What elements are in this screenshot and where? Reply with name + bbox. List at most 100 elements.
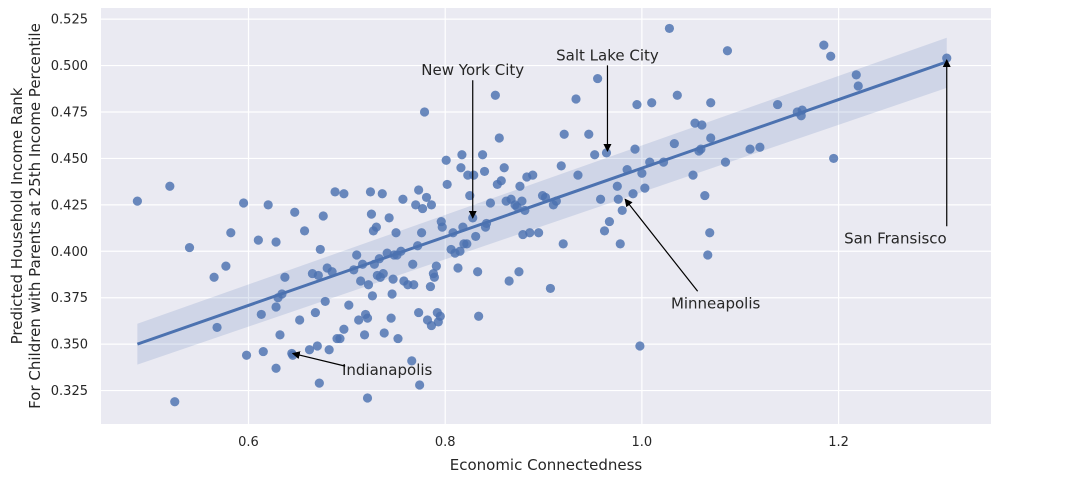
confidence-band-group [137, 37, 947, 365]
data-point [490, 90, 500, 100]
data-point [391, 228, 401, 238]
data-point [628, 189, 638, 199]
data-point [474, 311, 484, 321]
data-point [339, 189, 349, 199]
data-point [705, 228, 715, 238]
data-point [408, 259, 418, 269]
data-point [612, 181, 622, 191]
data-point [263, 200, 273, 210]
y-axis-label-line-2: For Children with Parents at 25th Income… [26, 23, 44, 409]
data-point [271, 302, 281, 312]
y-tick-label: 0.375 [51, 291, 88, 306]
data-point [829, 153, 839, 164]
data-point [819, 40, 829, 50]
data-point [494, 133, 504, 143]
data-point [362, 313, 373, 323]
data-point [593, 73, 603, 84]
data-point [241, 350, 252, 360]
data-point [517, 196, 527, 206]
data-point [335, 333, 345, 344]
data-point [411, 200, 421, 210]
data-point [442, 179, 452, 190]
y-tick-label: 0.400 [51, 245, 88, 260]
data-point [170, 397, 180, 407]
annotation-label: Minneapolis [671, 294, 761, 312]
data-point [571, 94, 581, 104]
y-tick-labels: 0.325 0.350 0.375 0.400 0.425 0.450 0.475 0.500… [51, 13, 88, 399]
data-point [320, 296, 330, 307]
data-point [299, 226, 310, 236]
data-point [359, 330, 370, 340]
data-point [615, 239, 625, 249]
data-point [469, 170, 479, 180]
data-point [379, 328, 389, 338]
data-point [499, 163, 509, 173]
data-point [271, 363, 281, 373]
y-tick-label: 0.475 [51, 106, 88, 121]
data-point [706, 133, 716, 143]
x-tick-label: 1.0 [632, 435, 653, 450]
x-tick-label: 0.8 [435, 435, 456, 450]
data-point [545, 283, 556, 294]
data-point [617, 205, 627, 216]
data-point [514, 267, 524, 277]
data-point [672, 90, 682, 100]
data-point [275, 330, 285, 340]
data-point [595, 194, 606, 204]
data-point [419, 107, 430, 117]
annotation-label: New York City [421, 61, 524, 79]
data-point [209, 272, 219, 282]
data-point [479, 166, 490, 177]
data-point [414, 185, 424, 195]
data-point [669, 138, 679, 149]
data-point [435, 311, 445, 321]
data-point [462, 239, 472, 249]
regression-line [136, 60, 948, 346]
annotations-group: New York City Salt Lake City San Fransisco… [291, 46, 951, 379]
data-point [635, 341, 645, 351]
data-point [165, 181, 175, 191]
y-tick-label: 0.450 [51, 152, 88, 167]
y-tick-label: 0.525 [51, 13, 88, 28]
data-point [455, 246, 465, 256]
data-point [457, 150, 467, 160]
data-point [280, 272, 290, 282]
data-point [415, 380, 425, 390]
data-point [238, 198, 249, 208]
data-point [388, 274, 398, 284]
data-point [226, 228, 236, 238]
data-point [720, 157, 731, 167]
data-point [356, 276, 366, 286]
data-point [477, 150, 488, 160]
data-point [416, 228, 427, 238]
data-point [584, 129, 594, 139]
data-point [330, 187, 340, 197]
data-point [425, 281, 436, 292]
data-point [755, 142, 765, 152]
data-point [288, 350, 298, 360]
data-point [339, 324, 349, 334]
data-point [745, 144, 755, 154]
data-point [271, 237, 281, 247]
grid-lines [101, 8, 991, 424]
data-point [324, 345, 334, 355]
data-point [393, 333, 403, 344]
data-point [613, 194, 623, 204]
data-point [344, 300, 354, 310]
data-point [688, 170, 698, 180]
data-point [647, 98, 657, 108]
data-point [851, 70, 861, 80]
data-point [362, 393, 373, 403]
y-tick-label: 0.350 [51, 338, 88, 353]
data-point [221, 261, 231, 271]
data-point [304, 345, 315, 355]
y-tick-label: 0.500 [51, 59, 88, 74]
data-point [453, 263, 463, 273]
data-point [366, 209, 377, 219]
annotation-arrow [624, 198, 699, 292]
data-point [377, 189, 387, 199]
data-point [496, 176, 506, 186]
data-point [407, 356, 417, 366]
data-point [414, 307, 424, 318]
